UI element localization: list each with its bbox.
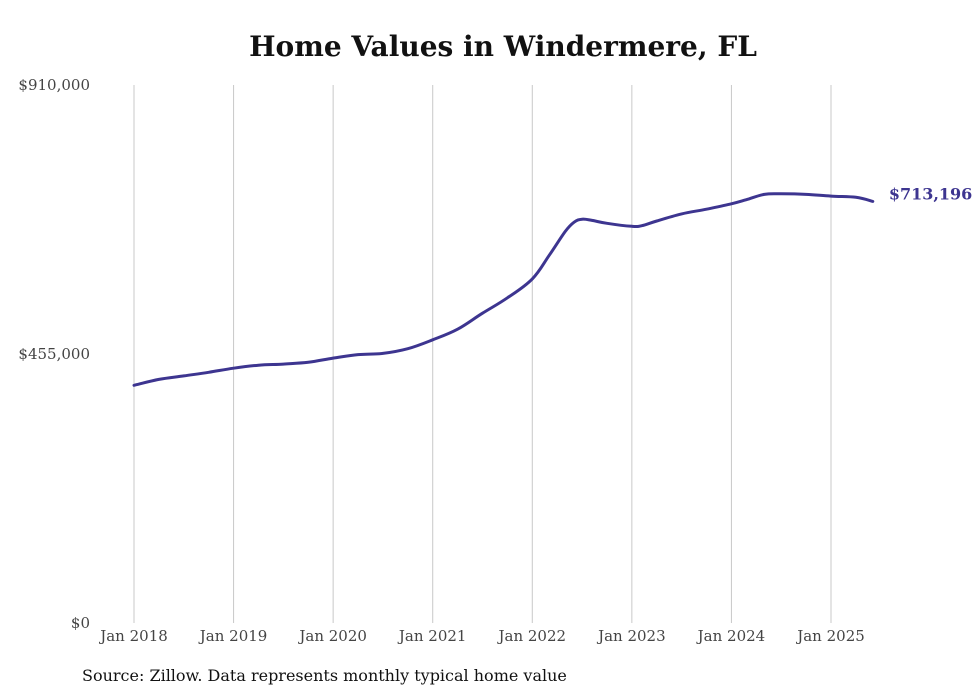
x-tick-label: Jan 2022 <box>497 627 567 645</box>
x-tick-label: Jan 2021 <box>397 627 467 645</box>
x-tick-label: Jan 2019 <box>198 627 268 645</box>
series-line <box>132 192 875 387</box>
y-tick-label: $0 <box>71 614 90 632</box>
gridlines <box>133 85 832 623</box>
x-tick-label: Jan 2020 <box>297 627 367 645</box>
y-tick-label: $455,000 <box>18 345 90 363</box>
chart-title: Home Values in Windermere, FL <box>249 30 757 63</box>
series-layer: $713,196 <box>132 184 973 387</box>
end-value-label: $713,196 <box>889 184 973 203</box>
x-tick-label: Jan 2024 <box>696 627 766 645</box>
x-tick-label: Jan 2023 <box>596 627 666 645</box>
x-axis-ticks: Jan 2018 Jan 2019 Jan 2020 Jan 2021 Jan 2022… <box>98 627 865 645</box>
x-tick-label: Jan 2018 <box>98 627 168 645</box>
y-axis-ticks: $0 $455,000 $910,000 <box>18 76 90 632</box>
x-tick-label: Jan 2025 <box>795 627 865 645</box>
source-note: Source: Zillow. Data represents monthly … <box>82 666 567 685</box>
y-tick-label: $910,000 <box>18 76 90 94</box>
